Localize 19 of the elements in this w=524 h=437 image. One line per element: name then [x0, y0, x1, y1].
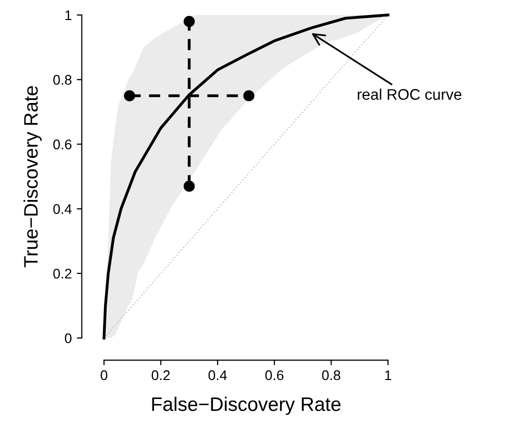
point: [124, 90, 136, 102]
y-axis-title: True−Discovery Rate: [24, 86, 42, 268]
x-tick-label: 0.6: [265, 370, 284, 380]
point: [184, 180, 195, 192]
x-tick-label: 0.4: [208, 370, 227, 380]
y-tick-label: 0.6: [53, 140, 72, 150]
y-tick-label: 0: [64, 333, 72, 344]
x-tick-label: 0.8: [322, 370, 340, 380]
point: [243, 90, 254, 102]
y-tick-label: 0.8: [53, 74, 72, 85]
x-tick-label: 1: [385, 370, 392, 380]
point: [184, 16, 195, 28]
x-tick-label: 0: [100, 370, 108, 380]
x-tick-label: 0.2: [152, 370, 170, 380]
y-tick-label: 0.4: [53, 204, 72, 214]
y-tick-label: 1: [65, 10, 72, 20]
y-tick-label: 0.2: [53, 268, 72, 279]
annotation: real ROC curve: [358, 88, 462, 100]
x-axis-title: False−Discovery Rate: [152, 396, 341, 415]
